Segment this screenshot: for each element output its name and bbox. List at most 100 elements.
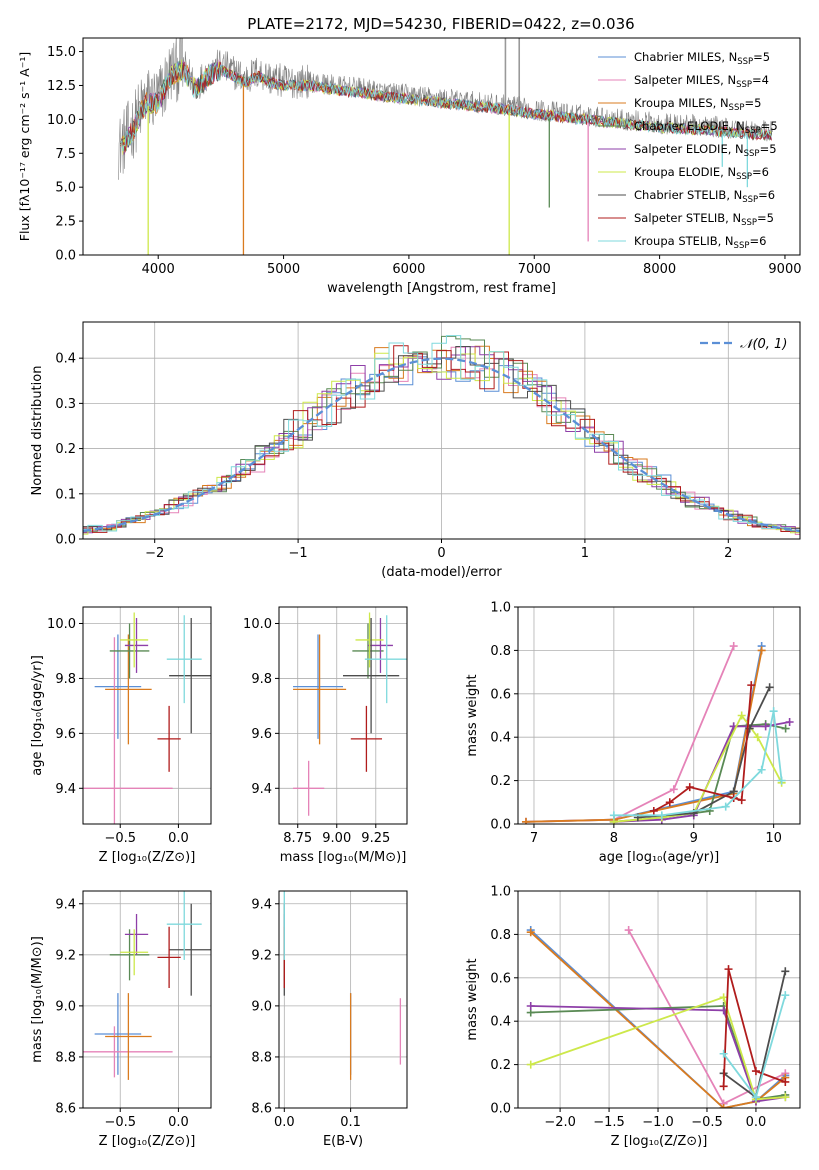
spectrum-legend-label: Chabrier STELIB, NSSP=6	[634, 188, 775, 205]
mass-vs-Z-point-kroupa_miles	[105, 993, 152, 1080]
age-vs-mass-point-salpeter_miles	[293, 760, 325, 816]
chart-age-vs-Z: −0.5 0.0 9.4 9.6 9.8 10.0 Z [log₁₀(Z/Z⊙)] age […	[30, 606, 212, 865]
massweight-vs-Z-marker-kroupa_miles	[526, 928, 535, 937]
spectrum-legend-label: Salpeter STELIB, NSSP=5	[634, 211, 774, 228]
massweight-vs-age-ytick-label: 0.2	[490, 774, 511, 789]
residuals-axes: 𝒩(0, 1) −2 −1 0 1 2 0.0 0.1 0.2 0.3 0.4 (data-model…	[30, 321, 801, 580]
spectrum-legend-label: Kroupa STELIB, NSSP=6	[634, 234, 766, 251]
spectrum-ytick-label: 5.0	[55, 181, 76, 196]
residuals-ytick-label: 0.1	[55, 487, 76, 502]
spectrum-xtick-label: 4000	[142, 262, 175, 277]
residuals-xtick-label: −2	[145, 546, 164, 561]
spectrum-plot-area	[117, 38, 773, 255]
spectrum-xlabel: wavelength [Angstrom, rest frame]	[327, 281, 556, 296]
age-vs-Z-point-salpeter_stelib	[157, 705, 181, 772]
age-vs-mass-point-salpeter_stelib	[350, 705, 383, 772]
mass-vs-Z-xtick-label: 0.0	[168, 1115, 189, 1130]
mass-vs-ebv-xlabel: E(B-V)	[323, 1134, 363, 1149]
massweight-vs-Z-series-salpeter_miles	[624, 926, 790, 1108]
massweight-vs-Z-marker-chabrier_stelib	[781, 967, 790, 976]
spectrum-xtick-label: 5000	[267, 262, 300, 277]
spectrum-xtick-label: 7000	[518, 262, 551, 277]
age-vs-mass-xtick-label: 9.00	[322, 831, 351, 846]
massweight-vs-age-xtick-label: 9	[690, 831, 698, 846]
spectrum-legend-label: Chabrier MILES, NSSP=5	[634, 50, 770, 67]
figure-title: PLATE=2172, MJD=54230, FIBERID=0422, z=0…	[247, 15, 634, 33]
massweight-vs-age-ytick-label: 0.8	[490, 644, 511, 659]
mass-vs-Z-ytick-label: 9.0	[55, 999, 76, 1014]
spectrum-ytick-label: 0.0	[55, 249, 76, 264]
massweight-vs-age-ylabel: mass weight	[465, 674, 480, 756]
massweight-vs-age-line-kroupa_stelib	[613, 711, 783, 817]
mass-vs-ebv-ytick-label: 9.0	[251, 999, 272, 1014]
massweight-vs-Z-frame	[517, 890, 801, 1109]
mass-vs-Z-ytick-label: 9.2	[55, 948, 76, 963]
age-vs-mass-plot-area	[293, 612, 407, 816]
age-vs-Z-xlabel: Z [log₁₀(Z/Z⊙)]	[99, 850, 196, 865]
mass-vs-Z-point-chabrier_stelib	[169, 903, 211, 996]
massweight-vs-Z-plot-area	[526, 926, 790, 1108]
residual-histogram-kroupa_stelib	[83, 335, 800, 532]
massweight-vs-age-marker-salpeter_elodie	[785, 718, 794, 727]
mass-vs-Z-point-kroupa_stelib	[166, 891, 202, 960]
massweight-vs-Z-marker-salpeter_stelib	[724, 965, 733, 974]
age-vs-Z-xtick-label: 0.0	[168, 831, 189, 846]
residuals-ytick-label: 0.0	[55, 533, 76, 548]
massweight-vs-age-axes: 7 8 9 10 0.0 0.2 0.4 0.6 0.8 1.0 age [log₁₀(age/yr…	[465, 601, 801, 865]
age-vs-mass-point-chabrier_miles	[293, 634, 343, 739]
mass-vs-ebv-xtick-label: 0.1	[340, 1115, 361, 1130]
massweight-vs-Z-xtick-label: −1.5	[593, 1115, 625, 1130]
age-vs-Z-point-chabrier_elodie	[109, 623, 150, 679]
residuals-ylabel: Normed distribution	[30, 366, 45, 496]
spectrum-frame	[82, 37, 801, 256]
chart-age-vs-mass: 8.75 9.00 9.25 9.4 9.6 9.8 10.0 mass [log₁₀(M/M…	[243, 606, 408, 865]
mass-vs-ebv-ytick-label: 9.2	[251, 948, 272, 963]
massweight-vs-Z-line-salpeter_stelib	[722, 968, 786, 1087]
massweight-vs-Z-ylabel: mass weight	[465, 958, 480, 1040]
massweight-vs-age-marker-chabrier_stelib	[765, 683, 774, 692]
age-vs-mass-ytick-label: 9.4	[251, 782, 272, 797]
massweight-vs-age-frame	[517, 606, 801, 825]
massweight-vs-Z-marker-salpeter_stelib	[781, 1077, 790, 1086]
age-vs-Z-point-kroupa_miles	[105, 634, 152, 745]
mass-vs-Z-ytick-label: 9.4	[55, 897, 76, 912]
age-vs-Z-ytick-label: 9.6	[55, 727, 76, 742]
residuals-ytick-label: 0.3	[55, 397, 76, 412]
massweight-vs-Z-ytick-label: 0.8	[490, 928, 511, 943]
massweight-vs-Z-line-kroupa_elodie	[530, 996, 786, 1101]
age-vs-mass-ytick-label: 9.6	[251, 727, 272, 742]
age-vs-Z-ylabel: age [log₁₀(age/yr)]	[30, 655, 45, 776]
massweight-vs-age-marker-kroupa_miles	[757, 646, 766, 655]
residuals-xtick-label: −1	[289, 546, 308, 561]
spectrum-ylabel: Flux [fλ10⁻¹⁷ erg cm⁻² s⁻¹ A⁻¹]	[17, 52, 32, 241]
chart-spectrum: Chabrier MILES, NSSP=5 Salpeter MILES, NS…	[17, 37, 802, 296]
spectrum-xtick-label: 6000	[392, 262, 425, 277]
age-vs-mass-xtick-label: 8.75	[283, 831, 312, 846]
massweight-vs-Z-line-salpeter_elodie	[530, 1005, 786, 1103]
age-vs-mass-point-kroupa_miles	[293, 634, 347, 745]
massweight-vs-age-marker-chabrier_elodie	[781, 724, 790, 733]
age-vs-Z-plot-area	[83, 612, 211, 824]
massweight-vs-age-marker-kroupa_stelib	[657, 811, 666, 820]
massweight-vs-Z-xtick-label: −2.0	[544, 1115, 576, 1130]
mass-vs-Z-point-salpeter_stelib	[157, 926, 181, 989]
age-vs-mass-ytick-label: 10.0	[243, 617, 272, 632]
massweight-vs-age-xtick-label: 10	[765, 831, 782, 846]
mass-vs-ebv-xtick-label: 0.0	[274, 1115, 295, 1130]
massweight-vs-Z-xtick-label: −1.0	[642, 1115, 674, 1130]
residuals-ytick-label: 0.2	[55, 442, 76, 457]
age-vs-Z-point-kroupa_stelib	[166, 615, 202, 704]
spectrum-legend-label: Salpeter MILES, NSSP=4	[634, 73, 769, 90]
spectrum-legend-item: Chabrier MILES, NSSP=5	[598, 50, 770, 67]
mass-vs-Z-point-chabrier_miles	[94, 993, 142, 1075]
chart-massweight-vs-age: 7 8 9 10 0.0 0.2 0.4 0.6 0.8 1.0 age [log₁₀(age/yr…	[465, 601, 801, 865]
spectrum-legend: Chabrier MILES, NSSP=5 Salpeter MILES, NS…	[598, 50, 778, 251]
spectrum-xtick-label: 9000	[768, 262, 801, 277]
age-vs-mass-point-kroupa_stelib	[364, 615, 407, 704]
chart-mass-vs-ebv: 0.0 0.1 8.6 8.8 9.0 9.2 9.4 E(B-V)	[251, 890, 408, 1149]
massweight-vs-age-ytick-label: 1.0	[490, 601, 511, 616]
residuals-plot-area	[83, 335, 800, 535]
massweight-vs-Z-xtick-label: −0.5	[691, 1115, 723, 1130]
massweight-vs-Z-marker-kroupa_stelib	[751, 1093, 760, 1102]
